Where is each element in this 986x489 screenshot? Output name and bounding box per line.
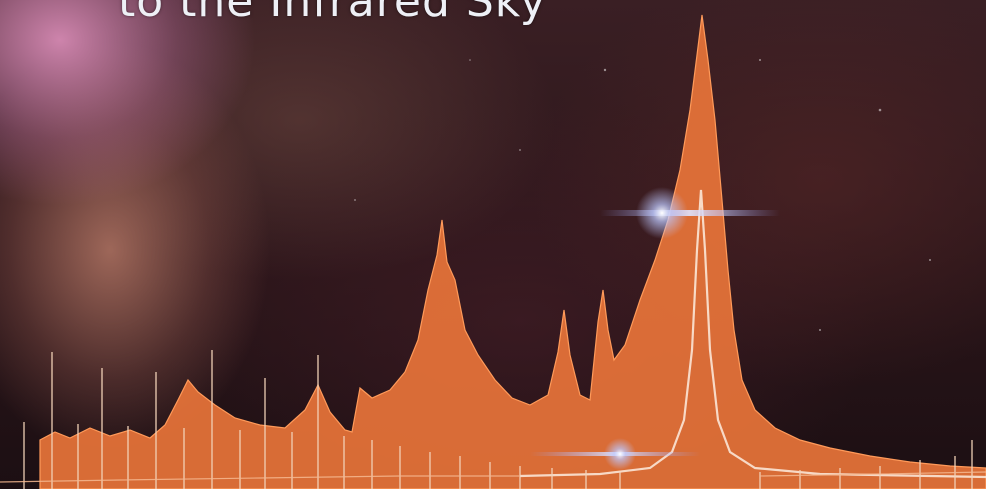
star-field	[354, 59, 931, 331]
comb-lines	[23, 350, 973, 489]
caption-text: to the Infrared Sky	[118, 0, 547, 27]
spectrum-emission-line	[519, 189, 986, 479]
baseline-trace	[0, 471, 986, 483]
star-flare-icon	[600, 187, 780, 239]
spectrum-envelope	[39, 14, 986, 489]
star-flare-small-icon	[530, 438, 700, 470]
